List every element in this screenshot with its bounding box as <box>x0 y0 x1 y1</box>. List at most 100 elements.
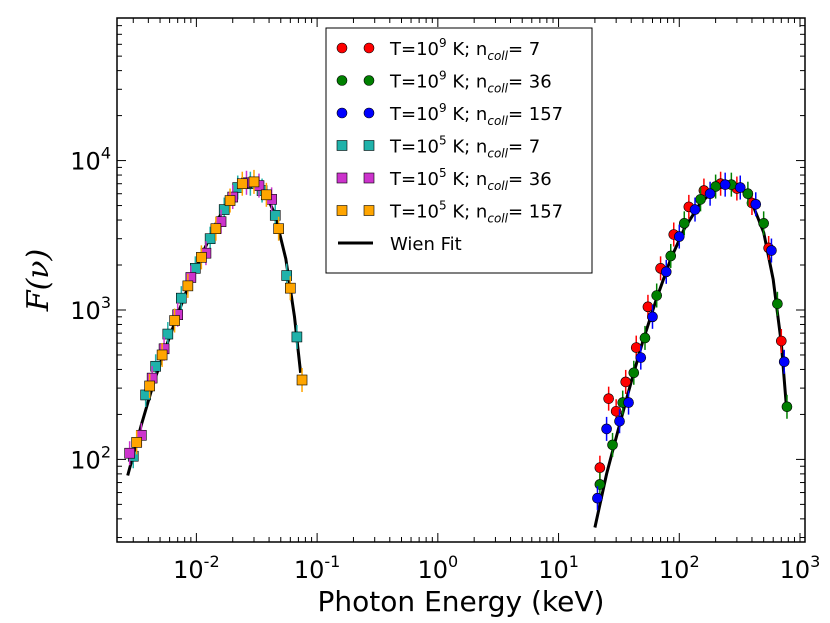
point-marker <box>291 331 303 343</box>
data-point <box>734 175 746 200</box>
data-point <box>776 329 787 354</box>
point-marker <box>296 374 308 386</box>
data-point <box>291 324 303 349</box>
point-marker <box>190 263 201 274</box>
point-marker <box>224 195 236 206</box>
data-point <box>639 325 651 350</box>
point-marker <box>236 178 248 190</box>
point-marker <box>594 479 606 490</box>
data-point <box>176 286 187 311</box>
y-tick-label: 102 <box>70 442 111 474</box>
data-point <box>269 203 281 228</box>
point-marker <box>176 292 187 304</box>
point-marker <box>750 198 762 210</box>
point-marker <box>196 252 207 263</box>
legend-marker <box>336 172 348 184</box>
legend-entries: T=109 K; ncoll= 7 T=109 K; ncoll= 36 T=109… <box>336 36 563 255</box>
legend-marker <box>336 42 348 54</box>
legend: T=109 K; ncoll= 7 T=109 K; ncoll= 36 T=109… <box>325 27 593 274</box>
data-point <box>144 373 155 398</box>
legend-marker <box>336 205 348 216</box>
data-point <box>273 216 284 241</box>
legend-marker <box>363 205 375 216</box>
point-marker <box>639 332 651 344</box>
points-layer <box>124 169 793 511</box>
point-marker <box>182 280 194 292</box>
data-point <box>742 181 754 206</box>
point-marker <box>603 393 614 404</box>
data-point <box>635 345 647 370</box>
data-point <box>607 432 618 457</box>
point-marker <box>594 462 606 473</box>
data-point <box>665 243 677 268</box>
point-marker <box>695 194 706 205</box>
point-marker <box>131 437 142 448</box>
point-marker <box>623 397 634 408</box>
legend-label: T=105 K; ncoll= 157 <box>389 199 563 226</box>
y-axis-title: F(ν) <box>21 249 56 312</box>
x-tick-label: 103 <box>780 552 821 584</box>
legend-label: T=109 K; ncoll= 7 <box>389 36 540 63</box>
ticks-layer <box>117 17 805 542</box>
legend-label: T=109 K; ncoll= 157 <box>389 101 563 128</box>
point-marker <box>601 423 612 435</box>
point-marker <box>218 204 230 215</box>
data-point <box>248 169 260 194</box>
point-marker <box>150 360 161 372</box>
data-point <box>182 273 194 298</box>
legend-label: T=109 K; ncoll= 36 <box>389 69 552 96</box>
wien-fit-curve-2 <box>593 182 788 528</box>
point-marker <box>776 335 787 347</box>
legend-marker <box>363 172 375 184</box>
data-point <box>628 360 640 385</box>
x-tick-label: 100 <box>417 552 458 584</box>
point-marker <box>719 179 731 190</box>
legend-marker <box>363 140 375 151</box>
point-marker <box>156 349 168 361</box>
data-point <box>131 430 142 455</box>
point-marker <box>261 189 272 201</box>
point-marker <box>781 401 793 413</box>
legend-marker <box>336 140 348 151</box>
data-point <box>603 386 614 411</box>
point-marker <box>169 315 180 326</box>
point-marker <box>610 405 622 417</box>
point-marker <box>124 447 135 459</box>
point-marker <box>614 415 625 427</box>
data-point <box>695 187 706 212</box>
point-marker <box>660 266 672 278</box>
legend-marker <box>336 107 348 119</box>
point-marker <box>689 204 701 215</box>
x-tick-label: 10-1 <box>294 552 341 584</box>
point-marker <box>742 188 754 200</box>
point-marker <box>734 182 746 193</box>
legend-marker <box>363 42 375 54</box>
data-point <box>210 216 222 241</box>
data-point <box>236 171 248 196</box>
legend-label-fit: Wien Fit <box>390 234 462 255</box>
data-point <box>610 399 622 424</box>
data-point <box>261 182 272 207</box>
point-marker <box>144 380 155 392</box>
data-point <box>124 441 135 466</box>
data-point <box>660 259 672 284</box>
point-marker <box>607 439 618 451</box>
point-marker <box>642 301 654 313</box>
x-tick-label: 102 <box>659 552 700 584</box>
data-point <box>623 390 634 415</box>
data-point <box>169 308 180 333</box>
data-point <box>772 291 783 316</box>
data-point <box>156 342 168 367</box>
data-point <box>601 416 612 441</box>
data-point <box>224 188 236 213</box>
point-marker <box>162 328 174 340</box>
point-marker <box>620 376 632 388</box>
legend-marker <box>363 107 375 119</box>
point-marker <box>651 290 662 301</box>
data-point <box>592 486 603 511</box>
data-point <box>162 322 174 347</box>
x-tick-label: 10-2 <box>173 552 220 584</box>
point-marker <box>647 311 658 323</box>
y-tick-label: 104 <box>70 144 111 176</box>
data-point <box>704 181 716 206</box>
